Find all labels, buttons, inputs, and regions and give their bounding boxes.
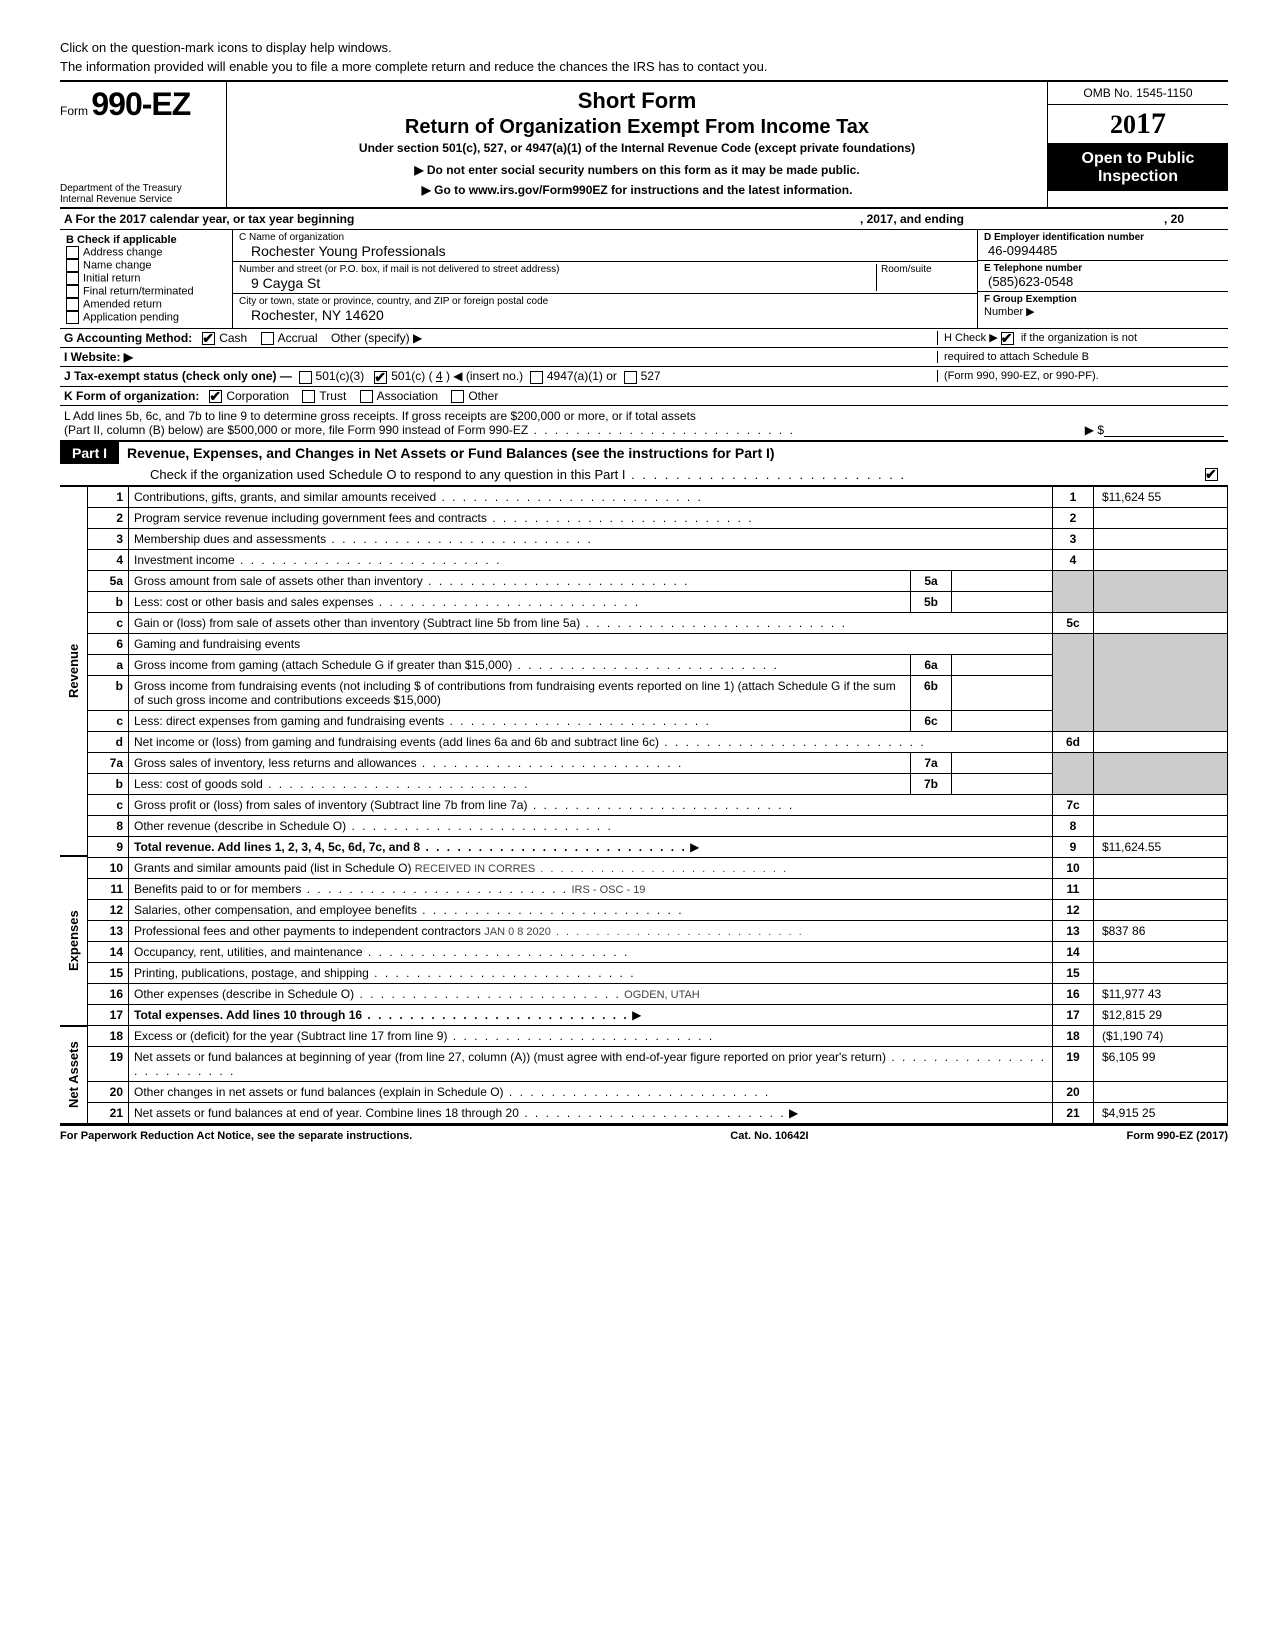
- chk-cash[interactable]: [202, 332, 215, 345]
- omb-number: OMB No. 1545-1150: [1048, 82, 1228, 105]
- section-bcdef: B Check if applicable Address change Nam…: [60, 230, 1228, 329]
- form-subtitle: Under section 501(c), 527, or 4947(a)(1)…: [235, 141, 1039, 155]
- side-expenses: Expenses: [60, 856, 88, 1026]
- k-form-org: K Form of organization: Corporation Trus…: [64, 389, 1224, 403]
- chk-accrual[interactable]: [261, 332, 274, 345]
- f-group-number: Number ▶: [984, 305, 1222, 318]
- dept-irs: Internal Revenue Service: [60, 194, 220, 205]
- ssn-warning: ▶ Do not enter social security numbers o…: [235, 163, 1039, 177]
- c-city-label: City or town, state or province, country…: [239, 296, 971, 307]
- chk-application-pending[interactable]: [66, 311, 79, 324]
- dept-treasury: Department of the Treasury: [60, 183, 220, 194]
- org-city: Rochester, NY 14620: [239, 307, 971, 323]
- form-title: Return of Organization Exempt From Incom…: [235, 116, 1039, 139]
- f-group-label: F Group Exemption: [984, 294, 1222, 305]
- chk-assoc[interactable]: [360, 390, 373, 403]
- h-schedule-b: H Check ▶ if the organization is not: [937, 331, 1224, 345]
- row-a-tax-year: A For the 2017 calendar year, or tax yea…: [60, 209, 1228, 230]
- chk-schedule-o[interactable]: [1205, 468, 1218, 481]
- form-number: Form 990-EZ: [60, 86, 220, 123]
- short-form-label: Short Form: [235, 88, 1039, 114]
- chk-address-change[interactable]: [66, 246, 79, 259]
- chk-527[interactable]: [624, 371, 637, 384]
- d-ein: 46-0994485: [984, 243, 1222, 258]
- j-tax-exempt: J Tax-exempt status (check only one) — 5…: [64, 369, 937, 383]
- room-suite-label: Room/suite: [876, 264, 971, 291]
- chk-corp[interactable]: [209, 390, 222, 403]
- chk-amended-return[interactable]: [66, 298, 79, 311]
- chk-501c3[interactable]: [299, 371, 312, 384]
- chk-4947[interactable]: [530, 371, 543, 384]
- e-phone: (585)623-0548: [984, 274, 1222, 289]
- chk-name-change[interactable]: [66, 259, 79, 272]
- side-net-assets: Net Assets: [60, 1026, 88, 1124]
- b-title: B Check if applicable: [66, 234, 226, 246]
- lines-table: 1Contributions, gifts, grants, and simil…: [88, 486, 1228, 1124]
- c-name-label: C Name of organization: [239, 232, 971, 243]
- c-street-label: Number and street (or P.O. box, if mail …: [239, 264, 876, 275]
- help-hint-2: The information provided will enable you…: [60, 59, 1228, 74]
- side-revenue: Revenue: [60, 486, 88, 856]
- help-hint-1: Click on the question-mark icons to disp…: [60, 40, 1228, 55]
- part-1-header: Part I Revenue, Expenses, and Changes in…: [60, 442, 1228, 464]
- org-street: 9 Cayga St: [239, 275, 876, 291]
- chk-other-org[interactable]: [451, 390, 464, 403]
- org-name: Rochester Young Professionals: [239, 243, 971, 259]
- chk-schedule-b[interactable]: [1001, 332, 1014, 345]
- e-phone-label: E Telephone number: [984, 263, 1222, 274]
- d-ein-label: D Employer identification number: [984, 232, 1222, 243]
- tax-year: 2017: [1048, 105, 1228, 144]
- i-website: I Website: ▶: [64, 350, 937, 364]
- part-1-sub: Check if the organization used Schedule …: [60, 464, 1228, 486]
- page-footer: For Paperwork Reduction Act Notice, see …: [60, 1126, 1228, 1142]
- form-header: Form 990-EZ Department of the Treasury I…: [60, 82, 1228, 209]
- open-public-badge: Open to Public Inspection: [1048, 144, 1228, 191]
- goto-url: ▶ Go to www.irs.gov/Form990EZ for instru…: [235, 183, 1039, 197]
- g-accounting: G Accounting Method: Cash Accrual Other …: [64, 331, 937, 345]
- chk-501c[interactable]: [374, 371, 387, 384]
- chk-trust[interactable]: [302, 390, 315, 403]
- chk-initial-return[interactable]: [66, 272, 79, 285]
- l-gross-receipts: L Add lines 5b, 6c, and 7b to line 9 to …: [60, 406, 1228, 442]
- chk-final-return[interactable]: [66, 285, 79, 298]
